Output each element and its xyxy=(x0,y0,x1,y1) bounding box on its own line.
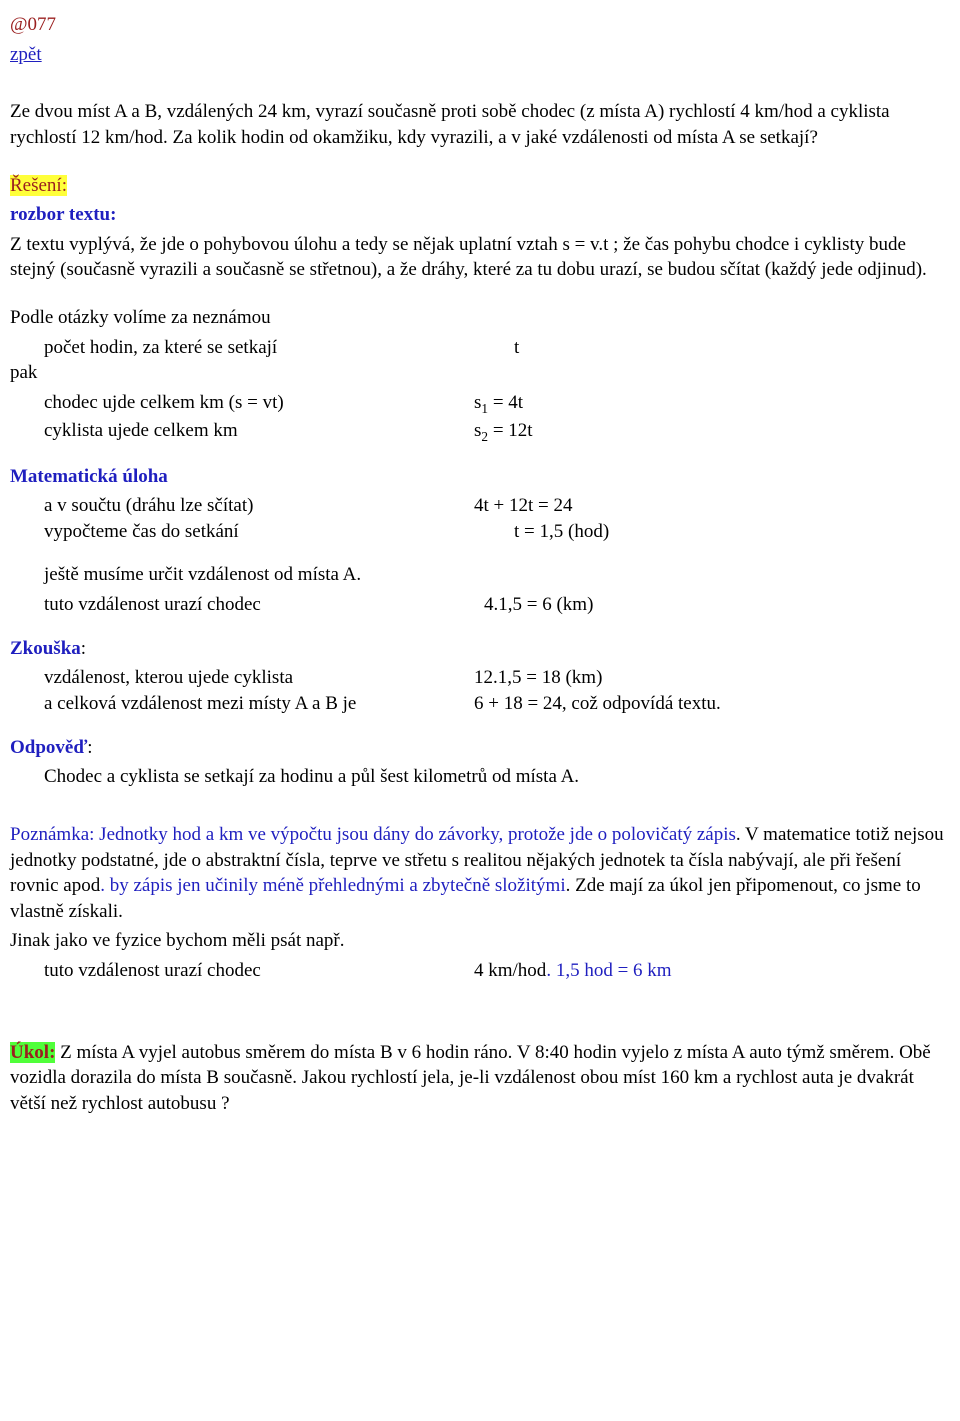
answer-text: Chodec a cyklista se setkají za hodinu a… xyxy=(10,764,950,790)
unknown-row: počet hodin, za které se setkají t xyxy=(10,335,950,361)
check-cyc-expr: 12.1,5 = 18 (km) xyxy=(474,665,602,691)
walker-expr: s1 = 4t xyxy=(474,390,523,418)
back-link[interactable]: zpět xyxy=(10,44,42,65)
answer-heading: Odpověď xyxy=(10,737,87,758)
math-heading: Matematická úloha xyxy=(10,466,168,487)
dist-expr: 4.1,5 = 6 (km) xyxy=(474,592,593,618)
note-paragraph: Poznámka: Jednotky hod a km ve výpočtu j… xyxy=(10,822,950,925)
note-example-row: tuto vzdálenost urazí chodec 4 km/hod. 1… xyxy=(10,958,950,984)
note-example-expr: 4 km/hod. 1,5 hod = 6 km xyxy=(474,958,672,984)
task-text: Z místa A vyjel autobus směrem do místa … xyxy=(10,1042,931,1114)
page-id: @077 xyxy=(10,12,950,38)
time-label: vypočteme čas do setkání xyxy=(10,519,474,545)
sum-label: a v součtu (dráhu lze sčítat) xyxy=(10,493,474,519)
check-heading: Zkouška xyxy=(10,638,81,659)
check-total-label: a celková vzdálenost mezi místy A a B je xyxy=(10,691,474,717)
check-cyc-row: vzdálenost, kterou ujede cyklista 12.1,5… xyxy=(10,665,950,691)
problem-statement: Ze dvou míst A a B, vzdálených 24 km, vy… xyxy=(10,99,950,150)
unknown-var: t xyxy=(514,335,519,361)
check-total-row: a celková vzdálenost mezi místy A a B je… xyxy=(10,691,950,717)
rozbor-text: Z textu vyplývá, že jde o pohybovou úloh… xyxy=(10,232,950,283)
time-row: vypočteme čas do setkání t = 1,5 (hod) xyxy=(10,519,950,545)
note-heading: Poznámka xyxy=(10,824,89,845)
choice-intro: Podle otázky volíme za neznámou xyxy=(10,305,950,331)
task-heading: Úkol: xyxy=(10,1042,55,1063)
time-expr: t = 1,5 (hod) xyxy=(474,519,609,545)
sum-expr: 4t + 12t = 24 xyxy=(474,493,573,519)
check-total-expr: 6 + 18 = 24, což odpovídá textu. xyxy=(474,691,721,717)
rozbor-heading: rozbor textu: xyxy=(10,204,116,225)
note-line2: Jinak jako ve fyzice bychom měli psát na… xyxy=(10,928,950,954)
unknown-label: počet hodin, za které se setkají xyxy=(10,335,514,361)
dist-intro: ještě musíme určit vzdálenost od místa A… xyxy=(10,562,950,588)
walker-label: chodec ujde celkem km (s = vt) xyxy=(10,390,474,418)
cyclist-expr: s2 = 12t xyxy=(474,418,533,446)
sum-row: a v součtu (dráhu lze sčítat) 4t + 12t =… xyxy=(10,493,950,519)
solution-heading: Řešení: xyxy=(10,175,67,196)
note-example-label: tuto vzdálenost urazí chodec xyxy=(10,958,474,984)
then-label: pak xyxy=(10,360,950,386)
dist-row: tuto vzdálenost urazí chodec 4.1,5 = 6 (… xyxy=(10,592,950,618)
check-heading-line: Zkouška: xyxy=(10,636,950,662)
dist-label: tuto vzdálenost urazí chodec xyxy=(10,592,474,618)
walker-row: chodec ujde celkem km (s = vt) s1 = 4t xyxy=(10,390,950,418)
cyclist-row: cyklista ujede celkem km s2 = 12t xyxy=(10,418,950,446)
check-cyc-label: vzdálenost, kterou ujede cyklista xyxy=(10,665,474,691)
answer-heading-line: Odpověď: xyxy=(10,735,950,761)
task-paragraph: Úkol: Z místa A vyjel autobus směrem do … xyxy=(10,1040,950,1117)
cyclist-label: cyklista ujede celkem km xyxy=(10,418,474,446)
